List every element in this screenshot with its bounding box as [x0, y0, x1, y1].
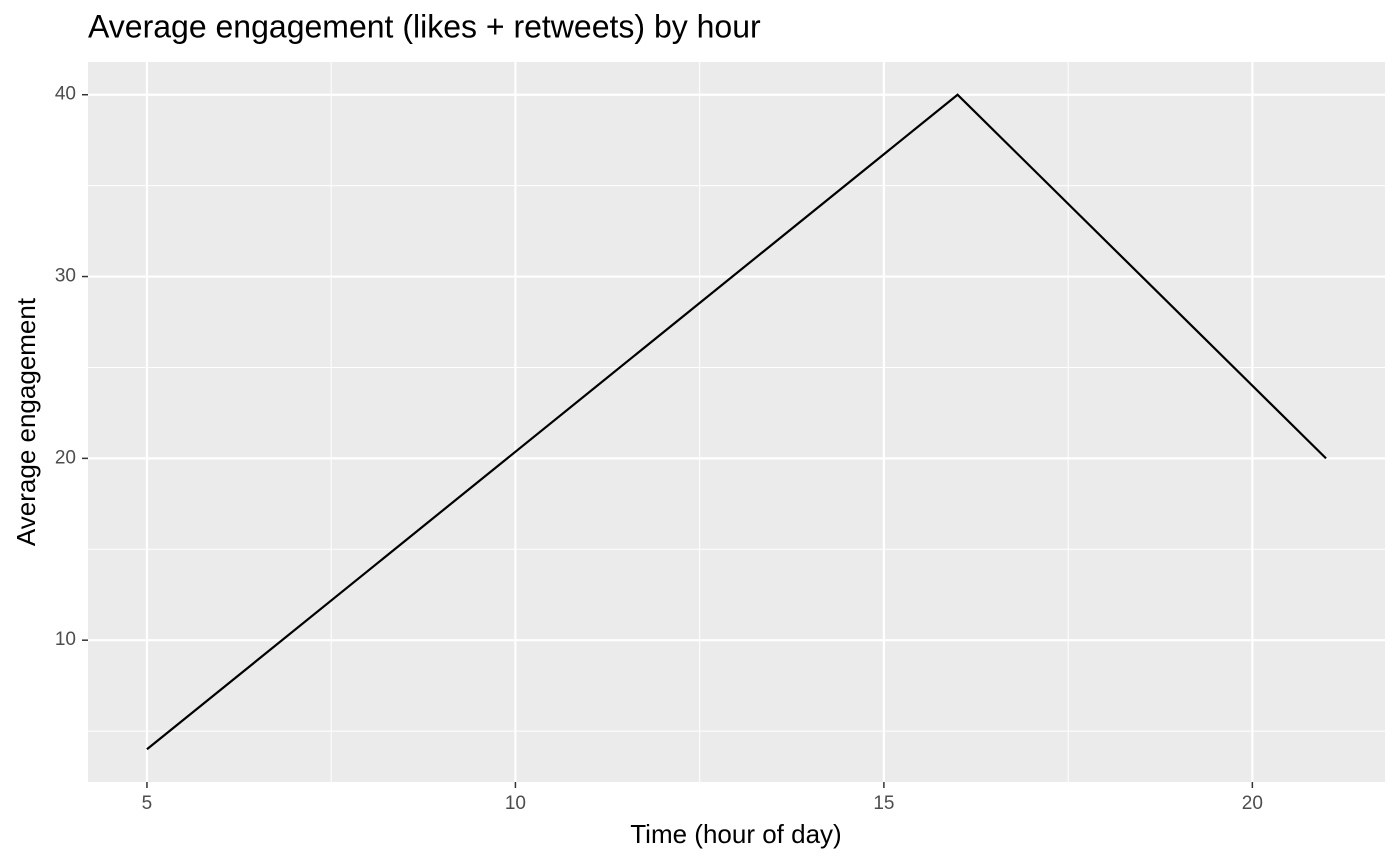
data-line — [146, 93, 1327, 751]
x-axis-title: Time (hour of day) — [630, 819, 841, 849]
chart-title: Average engagement (likes + retweets) by… — [88, 8, 761, 44]
x-tick-label: 15 — [873, 793, 894, 814]
y-tick-label: 40 — [55, 84, 76, 105]
y-axis-title: Average engagement — [11, 297, 41, 546]
x-tick-label: 5 — [142, 793, 153, 814]
panel-background — [88, 62, 1385, 782]
y-tick-label: 10 — [55, 629, 76, 650]
y-tick-label: 30 — [55, 266, 76, 287]
x-tick-label: 20 — [1242, 793, 1263, 814]
x-tick-label: 10 — [505, 793, 526, 814]
y-tick-label: 20 — [55, 447, 76, 468]
